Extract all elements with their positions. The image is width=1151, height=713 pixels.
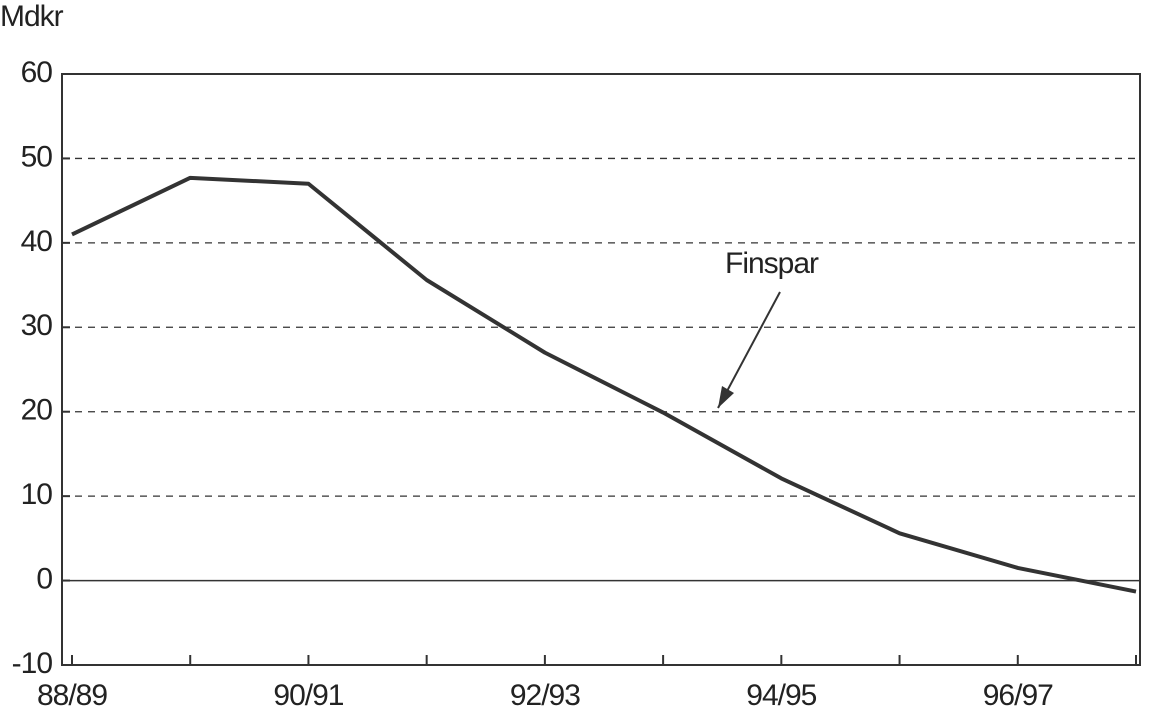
x-tick-label: 96/97 bbox=[983, 679, 1053, 712]
x-tick-label: 92/93 bbox=[510, 679, 580, 712]
y-tick-label: 40 bbox=[21, 225, 53, 258]
y-tick-label: 20 bbox=[21, 394, 53, 427]
annotation-arrow bbox=[717, 291, 781, 409]
y-tick-label: 30 bbox=[21, 309, 53, 342]
y-tick-label: 50 bbox=[21, 140, 53, 173]
series-line bbox=[71, 175, 1137, 594]
plot-frame bbox=[61, 73, 1141, 666]
y-tick-label: 10 bbox=[21, 478, 53, 511]
x-tick-label: 88/89 bbox=[37, 679, 107, 712]
y-tick-label: 60 bbox=[21, 56, 53, 89]
y-tick-label: -10 bbox=[12, 647, 53, 680]
y-tick-label: 0 bbox=[36, 562, 52, 595]
x-tick-label: 94/95 bbox=[746, 679, 816, 712]
arrow-head bbox=[718, 386, 734, 408]
series-annotation: Finspar bbox=[725, 247, 819, 280]
y-axis-label: Mdkr bbox=[0, 0, 64, 33]
x-tick-label: 90/91 bbox=[273, 679, 343, 712]
